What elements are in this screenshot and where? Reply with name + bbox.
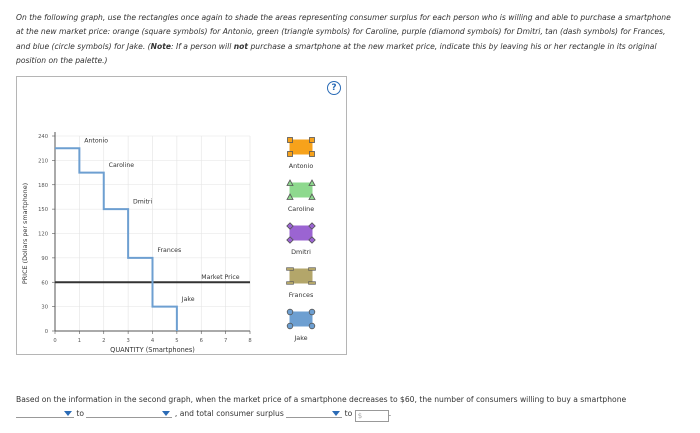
y-tick-label: 240 bbox=[38, 134, 48, 140]
x-tick-labels: 0 1 2 3 4 5 6 7 8 bbox=[53, 331, 252, 344]
help-icon[interactable]: ? bbox=[327, 81, 341, 95]
palette-label: Antonio bbox=[289, 162, 314, 170]
palette-rect-antonio[interactable] bbox=[287, 137, 315, 157]
y-tick-label: 90 bbox=[41, 256, 48, 262]
chart-label: Market Price bbox=[201, 274, 240, 281]
y-tick-label: 120 bbox=[38, 232, 48, 238]
y-tick-label: 210 bbox=[38, 158, 48, 164]
chart-label: Jake bbox=[181, 296, 195, 303]
chart-labels: Antonio Caroline Dmitri Frances Jake Market P… bbox=[84, 138, 240, 303]
x-tick-label: 3 bbox=[126, 338, 129, 344]
y-axis-title: PRICE (Dollars per smartphone) bbox=[21, 183, 29, 284]
palette-label: Frances bbox=[289, 291, 314, 299]
graph-panel: 240 210 180 150 120 90 60 30 0 0 1 2 3 4 5 6 7 8 PRICE (… bbox=[16, 76, 347, 355]
y-tick-label: 150 bbox=[38, 207, 48, 213]
chart-label: Dmitri bbox=[133, 198, 152, 205]
palette-rect-jake[interactable] bbox=[286, 308, 316, 330]
y-tick-label: 0 bbox=[45, 329, 48, 335]
chart-label: Caroline bbox=[109, 162, 135, 169]
instructions-text: On the following graph, use the rectangl… bbox=[16, 13, 671, 65]
x-tick-label: 8 bbox=[248, 338, 251, 344]
chevron-down-icon bbox=[64, 411, 72, 416]
surplus-from-dropdown[interactable] bbox=[286, 407, 343, 418]
x-tick-label: 2 bbox=[102, 338, 105, 344]
surplus-input[interactable]: $ bbox=[354, 410, 389, 422]
question-text: Based on the information in the second g… bbox=[16, 395, 627, 422]
chart-label: Frances bbox=[157, 247, 181, 254]
chevron-down-icon bbox=[162, 411, 171, 416]
palette-label: Dmitri bbox=[291, 248, 311, 256]
x-tick-label: 6 bbox=[200, 338, 203, 344]
palette-rect-frances[interactable] bbox=[286, 267, 316, 285]
demand-step-line bbox=[55, 147, 178, 331]
x-tick-label: 0 bbox=[53, 338, 56, 344]
chart-label: Antonio bbox=[84, 138, 108, 145]
demand-graph[interactable]: 240 210 180 150 120 90 60 30 0 0 1 2 3 4 5 6 7 8 PRICE (… bbox=[17, 77, 346, 354]
x-tick-label: 4 bbox=[151, 338, 155, 344]
y-tick-label: 60 bbox=[41, 280, 48, 286]
consumers-to-dropdown[interactable] bbox=[86, 407, 173, 418]
x-tick-label: 7 bbox=[224, 338, 227, 344]
palette-rect-dmitri[interactable] bbox=[286, 222, 316, 244]
x-tick-label: 1 bbox=[78, 338, 81, 344]
x-tick-label: 5 bbox=[175, 338, 178, 344]
y-tick-labels: 240 210 180 150 120 90 60 30 0 bbox=[38, 134, 55, 335]
y-tick-label: 180 bbox=[38, 183, 48, 189]
y-tick-label: 30 bbox=[41, 305, 48, 311]
palette-rect-caroline[interactable] bbox=[286, 179, 316, 200]
palette-label: Jake bbox=[293, 334, 307, 342]
chevron-down-icon bbox=[332, 411, 341, 416]
x-axis-title: QUANTITY (Smartphones) bbox=[110, 346, 195, 354]
palette-label: Caroline bbox=[288, 205, 314, 213]
consumers-from-dropdown[interactable] bbox=[16, 407, 74, 418]
rectangle-palette: Antonio Caroline Dmitri Frances Jake bbox=[286, 137, 316, 342]
